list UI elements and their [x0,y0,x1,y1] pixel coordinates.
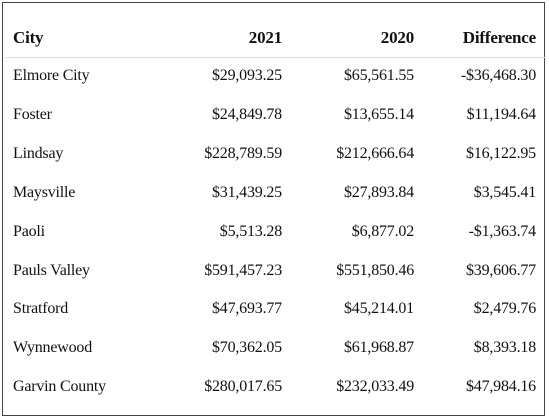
header-cell: City [13,28,44,47]
city-cell: Lindsay [13,144,64,162]
amount-cell: $45,214.01 [343,300,414,318]
amount-cell: $65,561.55 [343,67,414,84]
amount-cell: $280,017.65 [204,378,282,396]
header-cell: Difference [462,28,536,47]
header-separator [5,57,546,58]
amount-cell: -$1,363.74 [468,222,537,240]
amount-cell: $232,033.49 [336,378,414,396]
amount-cell: $551,850.46 [336,261,414,279]
amount-cell: $5,513.28 [219,222,282,240]
amount-cell: -$36,468.30 [460,67,536,84]
city-cell: Elmore City [13,67,90,84]
amount-cell: $29,093.25 [211,67,282,84]
amount-cell: $31,439.25 [211,183,282,201]
amount-cell: $3,545.41 [473,183,536,201]
header-cell: 2020 [380,28,414,47]
amount-cell: $47,984.16 [465,378,536,396]
city-cell: Maysville [13,183,76,201]
amount-cell: $11,194.64 [466,105,537,123]
city-cell: Wynnewood [13,339,92,357]
header-cell: 2021 [248,28,282,47]
city-cell: Foster [13,105,52,123]
amount-cell: $591,457.23 [204,261,282,279]
amount-cell: $16,122.95 [465,144,536,162]
amount-cell: $39,606.77 [465,261,536,279]
amount-cell: $27,893.84 [343,183,414,201]
amount-cell: $61,968.87 [343,339,414,357]
table-frame: City 2021 2020 Difference Elmore City $29,093… [2,2,546,416]
amount-cell: $228,789.59 [204,144,282,162]
amount-cell: $24,849.78 [211,105,282,123]
amount-cell: $2,479.76 [473,300,536,318]
amount-cell: $6,877.02 [351,222,414,240]
city-cell: Garvin County [13,378,106,396]
amount-cell: $212,666.64 [336,144,414,162]
amount-cell: $47,693.77 [211,300,282,318]
city-cell: Pauls Valley [13,261,90,279]
city-cell: Stratford [13,300,69,318]
amount-cell: $70,362.05 [211,339,282,357]
amount-cell: $8,393.18 [473,339,536,357]
amount-cell: $13,655.14 [343,105,414,123]
city-cell: Paoli [13,222,45,240]
